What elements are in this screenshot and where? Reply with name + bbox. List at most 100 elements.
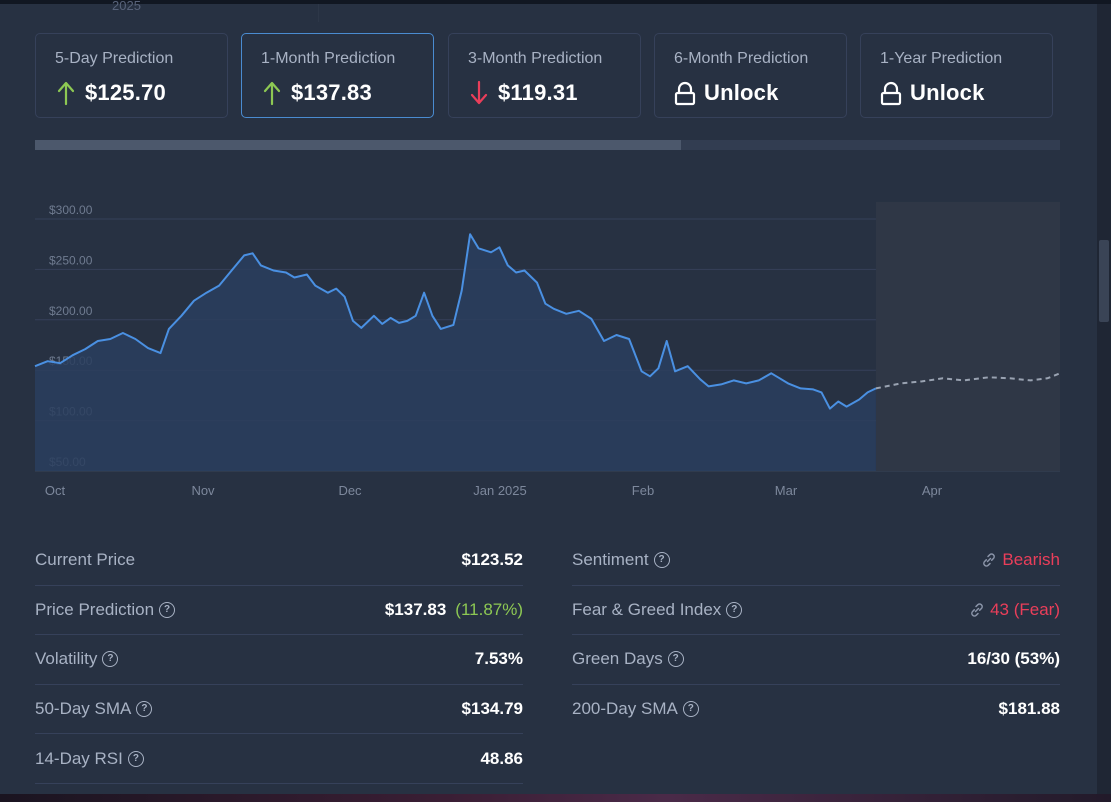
link-icon (971, 603, 983, 617)
card-amount: $119.31 (498, 80, 578, 105)
stat-label: 50-Day SMA? (35, 699, 153, 719)
stat-value[interactable]: Bearish (981, 550, 1060, 570)
forecast-region (875, 201, 1060, 472)
stat-label-text: Sentiment (572, 550, 649, 570)
stat-value: 7.53% (474, 649, 523, 669)
card-amount: Unlock (704, 80, 779, 105)
help-icon[interactable]: ? (667, 651, 684, 668)
stat-price-prediction: Price Prediction? $137.83 (11.87%) (35, 586, 523, 636)
x-tick-label: Oct (45, 483, 66, 498)
stat-label-text: 200-Day SMA (572, 699, 678, 719)
card-value: $137.83 (261, 78, 372, 108)
stat-value: 16/30 (53%) (967, 649, 1060, 669)
stat-value: 48.86 (480, 748, 523, 768)
x-tick-label: Feb (632, 483, 654, 498)
card-6-month[interactable]: 6-Month Prediction Unlock (654, 33, 847, 118)
y-tick-label: $200.00 (49, 304, 93, 318)
x-tick-label: Dec (338, 483, 362, 498)
arrow-up-icon (57, 81, 75, 106)
stat-value: $137.83 (11.87%) (385, 600, 523, 620)
stat-value-text: 43 (Fear) (990, 599, 1060, 619)
link-icon (983, 553, 996, 567)
stat-fear-greed: Fear & Greed Index? 43 (Fear) (572, 586, 1060, 636)
stat-label-text: 14-Day RSI (35, 748, 123, 768)
stats-left: Current Price $123.52 Price Prediction? … (35, 536, 523, 784)
card-label: 6-Month Prediction (674, 50, 809, 67)
lock-icon (674, 81, 696, 106)
stats-right: Sentiment? Bearish Fear & Greed Index? 4… (572, 536, 1060, 733)
stat-label-text: 50-Day SMA (35, 699, 132, 719)
card-value: $119.31 (468, 78, 578, 108)
stat-14-day-rsi: 14-Day RSI? 48.86 (35, 734, 523, 784)
stat-label: Price Prediction? (35, 599, 176, 620)
card-label: 5-Day Prediction (55, 50, 174, 67)
card-label: 3-Month Prediction (468, 50, 603, 67)
help-icon[interactable]: ? (102, 651, 119, 668)
stat-label-text: Price Prediction (35, 599, 155, 619)
card-amount: $137.83 (291, 80, 372, 105)
help-icon[interactable]: ? (726, 601, 743, 618)
y-tick-label: $300.00 (49, 203, 93, 217)
card-value: Unlock (880, 78, 985, 108)
x-tick-label: Jan 2025 (473, 483, 527, 498)
card-1-month[interactable]: 1-Month Prediction $137.83 (241, 33, 434, 118)
stat-value: $181.88 (998, 699, 1060, 719)
x-tick-label: Mar (775, 483, 798, 498)
stat-label: Volatility? (35, 649, 119, 669)
y-tick-label: $250.00 (49, 253, 93, 267)
stat-label-text: Fear & Greed Index (572, 599, 722, 619)
stat-50-day-sma: 50-Day SMA? $134.79 (35, 685, 523, 735)
stat-label-text: Green Days (572, 649, 663, 669)
price-area (35, 234, 876, 471)
help-icon[interactable]: ? (136, 701, 153, 718)
stat-label: 14-Day RSI? (35, 749, 144, 769)
scrollbar-thumb[interactable] (1099, 240, 1109, 322)
help-icon[interactable]: ? (682, 701, 699, 718)
card-label: 1-Year Prediction (880, 50, 1003, 67)
card-label: 1-Month Prediction (261, 50, 396, 67)
card-value: $125.70 (55, 78, 166, 108)
help-icon[interactable]: ? (159, 601, 176, 618)
arrow-down-icon (470, 80, 488, 105)
card-1-year[interactable]: 1-Year Prediction Unlock (860, 33, 1053, 118)
x-tick-label: Nov (191, 483, 215, 498)
card-3-month[interactable]: 3-Month Prediction $119.31 (448, 33, 641, 118)
top-divider (318, 4, 319, 22)
stat-sentiment: Sentiment? Bearish (572, 536, 1060, 586)
arrow-up-icon (263, 81, 281, 106)
lock-icon (880, 81, 902, 106)
top-edge (0, 0, 1111, 4)
card-amount: Unlock (910, 80, 985, 105)
help-icon[interactable]: ? (127, 750, 144, 767)
timeframe-progress-bar (35, 140, 1060, 150)
stat-label: Fear & Greed Index? (572, 599, 743, 620)
scrollbar[interactable] (1097, 4, 1111, 794)
card-value: Unlock (674, 78, 779, 108)
stat-value[interactable]: 43 (Fear) (969, 600, 1060, 620)
stat-change: (11.87%) (455, 599, 523, 619)
progress-fill (35, 140, 681, 150)
background-edge (0, 794, 1111, 802)
forecast-line (875, 372, 1061, 390)
card-amount: $125.70 (85, 80, 166, 105)
stat-volatility: Volatility? 7.53% (35, 635, 523, 685)
price-chart: $300.00$250.00$200.00$150.00$100.00$50.0… (34, 201, 1061, 498)
stat-value-text: $137.83 (384, 599, 447, 619)
stat-current-price: Current Price $123.52 (35, 536, 523, 586)
stat-value: $134.79 (461, 699, 523, 719)
stat-green-days: Green Days? 16/30 (53%) (572, 635, 1060, 685)
price-line (34, 233, 877, 410)
card-5-day[interactable]: 5-Day Prediction $125.70 (35, 33, 228, 118)
prediction-cards: 5-Day Prediction $125.70 1-Month Predict… (35, 33, 1055, 120)
help-icon[interactable]: ? (653, 552, 670, 569)
stat-200-day-sma: 200-Day SMA? $181.88 (572, 685, 1060, 734)
stat-value: $123.52 (461, 550, 523, 570)
top-remnant-label: 2025 (112, 0, 141, 13)
stat-label: Sentiment? (572, 550, 670, 570)
stat-value-text: Bearish (1002, 550, 1060, 570)
stat-label-text: Volatility (35, 649, 98, 669)
stat-label-text: Current Price (35, 550, 136, 570)
stat-label: 200-Day SMA? (572, 699, 699, 719)
stat-label: Green Days? (572, 649, 684, 669)
stat-label: Current Price (35, 550, 135, 570)
